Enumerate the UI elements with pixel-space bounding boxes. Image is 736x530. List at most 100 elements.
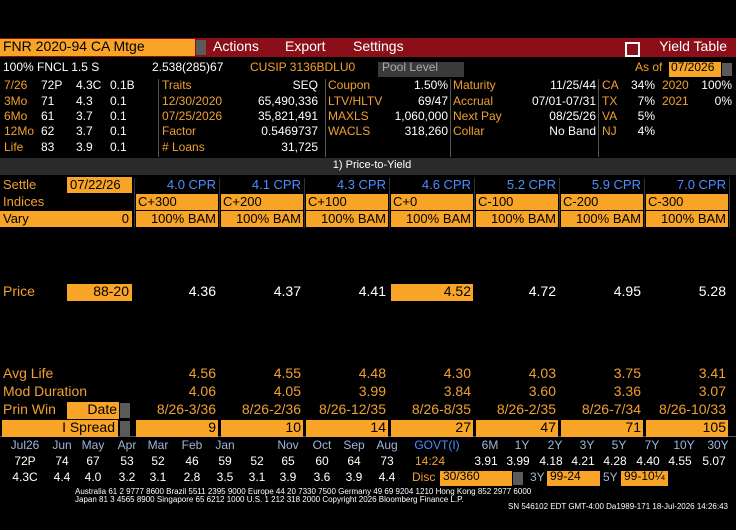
yield: 4.52 xyxy=(443,283,471,299)
price-field[interactable] xyxy=(547,471,600,486)
vintage-pct: 0% xyxy=(714,94,732,108)
tenor: 5Y xyxy=(603,470,618,484)
vary-field[interactable] xyxy=(646,211,728,227)
tenor: 30Y xyxy=(707,438,729,452)
pool-level-field[interactable] xyxy=(378,62,464,77)
index-field[interactable] xyxy=(476,194,558,210)
column-divider xyxy=(304,178,305,228)
mod-duration: 3.99 xyxy=(358,383,386,399)
settle-field[interactable] xyxy=(67,177,132,193)
yield: 5.28 xyxy=(698,283,726,299)
loan-label: LTV/HLTV xyxy=(328,94,383,108)
prepay-model: 100% BAM xyxy=(575,211,641,226)
loan-value: 69/47 xyxy=(417,94,448,108)
vary-field[interactable] xyxy=(0,211,132,227)
benchmark: 100% FNCL 1.5 S xyxy=(3,60,100,74)
vary-field[interactable] xyxy=(476,211,558,227)
govt-yield: 4.55 xyxy=(668,454,692,468)
prin-win-mode: Date xyxy=(87,401,117,417)
govt-yield: 4.28 xyxy=(603,454,627,468)
month: Apr xyxy=(117,438,137,452)
balance-value: 0.5469737 xyxy=(261,124,318,138)
loan-label: MAXLS xyxy=(328,109,369,123)
index-field[interactable] xyxy=(306,194,388,210)
row-label: Avg Life xyxy=(3,365,54,381)
row-label: Settle xyxy=(3,177,37,192)
tenor: 10Y xyxy=(673,438,695,452)
scenario-header: 5.9 CPR xyxy=(591,177,641,192)
dropdown-arrow[interactable] xyxy=(120,403,130,418)
menu-item[interactable]: Actions xyxy=(213,38,259,54)
prepay-label: 12Mo xyxy=(4,124,35,138)
date-value: 07/01-07/31 xyxy=(531,94,596,108)
index-field[interactable] xyxy=(561,194,643,210)
mod-duration: 3.07 xyxy=(698,383,726,399)
index-field[interactable] xyxy=(136,194,218,210)
vary-field[interactable] xyxy=(221,211,303,227)
govt-label[interactable]: GOVT(I) xyxy=(414,438,460,452)
tab[interactable]: 1) Price-to-Yield xyxy=(332,159,412,171)
security-name: FNR 2020-94 CA Mtge xyxy=(3,38,145,54)
prin-win-field[interactable] xyxy=(67,402,119,419)
spread-field[interactable] xyxy=(2,420,118,437)
govt-yield: 5.07 xyxy=(702,454,726,468)
price-field[interactable] xyxy=(67,284,132,301)
vary-field[interactable] xyxy=(391,211,473,227)
dropdown-arrow[interactable] xyxy=(722,63,732,76)
date-label: Next Pay xyxy=(453,109,502,123)
highlight xyxy=(391,284,473,301)
prepay-value: 72P xyxy=(41,78,63,92)
cdr: 3.1 xyxy=(149,470,167,484)
screen-title[interactable]: Yield Table xyxy=(659,38,727,54)
cpr: 64 xyxy=(347,454,361,468)
state-pct: 5% xyxy=(637,109,655,123)
govt-yield: 3.91 xyxy=(474,454,498,468)
index-shift: C+0 xyxy=(393,194,418,209)
prepay-model: 100% BAM xyxy=(490,211,556,226)
scenario-header: 7.0 CPR xyxy=(676,177,726,192)
index-field[interactable] xyxy=(221,194,303,210)
prepay-value: 83 xyxy=(41,140,55,154)
prepay-value: 0.1 xyxy=(110,109,127,123)
row-label: Price xyxy=(3,283,35,299)
vary-field[interactable] xyxy=(306,211,388,227)
mod-duration: 3.36 xyxy=(613,383,641,399)
avg-life: 4.03 xyxy=(528,365,556,381)
prepay-model: 100% BAM xyxy=(235,211,301,226)
scenario-header: 4.1 CPR xyxy=(251,177,301,192)
cdr: 4.4 xyxy=(378,470,396,484)
cdr: 3.5 xyxy=(216,470,234,484)
month: Jan xyxy=(215,438,235,452)
balance-value: 35,821,491 xyxy=(257,109,318,123)
dropdown-arrow[interactable] xyxy=(196,40,206,55)
balance-label: 12/30/2020 xyxy=(162,94,223,108)
mod-duration: 3.84 xyxy=(443,383,471,399)
principal-window: 8/26-10/33 xyxy=(659,401,726,417)
date-label: Accrual xyxy=(453,94,494,108)
principal-window: 8/26-3/36 xyxy=(156,401,216,417)
cpr: 60 xyxy=(315,454,329,468)
vary-field[interactable] xyxy=(561,211,643,227)
price-field[interactable] xyxy=(621,471,668,486)
day-count: 30/360 xyxy=(443,469,480,483)
index-field[interactable] xyxy=(646,194,728,210)
govt-yield: 3.99 xyxy=(506,454,530,468)
loan-label: Coupon xyxy=(328,78,371,92)
index-field[interactable] xyxy=(391,194,473,210)
as-of-field[interactable] xyxy=(669,62,721,77)
tenor: 6M xyxy=(481,438,499,452)
menu-item[interactable]: Export xyxy=(285,38,326,54)
column-divider xyxy=(559,178,560,228)
dropdown-arrow[interactable] xyxy=(513,472,523,485)
column-divider xyxy=(474,178,475,228)
security-field[interactable] xyxy=(0,39,195,56)
i-spread: 10 xyxy=(285,419,301,435)
vary-field[interactable] xyxy=(136,211,218,227)
yield: 4.95 xyxy=(613,283,641,299)
cpr: 59 xyxy=(218,454,232,468)
prepay-value: 4.3 xyxy=(76,94,93,108)
day-count-field[interactable] xyxy=(440,471,512,486)
menu-item[interactable]: Settings xyxy=(353,38,404,54)
separator xyxy=(158,79,159,157)
dropdown-arrow[interactable] xyxy=(120,421,130,436)
